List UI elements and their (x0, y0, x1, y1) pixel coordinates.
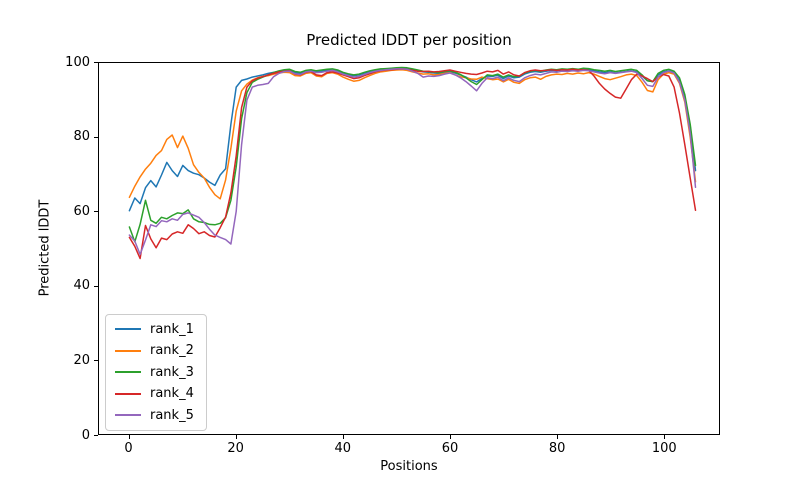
y-tick-label: 20 (73, 352, 90, 368)
legend-entry-rank_1: rank_1 (115, 319, 194, 341)
legend-line-swatch (115, 414, 141, 417)
x-tick-mark (557, 435, 559, 439)
x-tick-mark (235, 435, 237, 439)
x-tick-label: 40 (334, 441, 352, 456)
line-rank_5 (128, 68, 697, 256)
y-tick-label: 0 (81, 427, 90, 443)
legend-label: rank_1 (150, 321, 194, 337)
x-tick-mark (450, 435, 451, 439)
legend-line-swatch (115, 328, 141, 331)
y-tick-mark (94, 211, 98, 213)
legend-label: rank_4 (150, 386, 194, 402)
legend-entry-rank_4: rank_4 (115, 383, 194, 405)
legend-entry-rank_3: rank_3 (115, 362, 194, 384)
x-tick-label: 20 (227, 441, 244, 456)
legend-line-swatch (115, 371, 141, 374)
y-tick-label: 100 (65, 54, 90, 70)
legend: rank_1 rank_2 rank_3 rank_4 rank_5 (105, 313, 207, 431)
legend-entry-rank_2: rank_2 (115, 340, 194, 362)
line-chart (128, 66, 697, 260)
y-tick-label: 80 (73, 129, 90, 145)
x-axis-label: Positions (380, 459, 438, 474)
line-rank_4 (128, 68, 697, 260)
chart-title: Predicted lDDT per position (306, 31, 512, 49)
y-tick-mark (94, 62, 98, 63)
legend-label: rank_5 (150, 407, 194, 423)
x-tick-mark (342, 435, 344, 439)
y-tick-mark (94, 435, 98, 436)
x-tick-label: 80 (548, 441, 566, 456)
line-rank_2 (128, 68, 697, 200)
x-tick-mark (128, 435, 130, 439)
legend-line-swatch (115, 392, 141, 395)
y-tick-label: 60 (73, 203, 90, 219)
y-tick-label: 40 (73, 278, 90, 294)
x-tick-label: 60 (441, 441, 459, 456)
legend-label: rank_2 (150, 343, 194, 359)
y-tick-mark (94, 285, 98, 287)
y-tick-mark (94, 136, 98, 138)
plot-area: rank_1 rank_2 rank_3 rank_4 rank_5 (98, 62, 720, 435)
legend-line-swatch (115, 349, 141, 352)
y-tick-mark (94, 360, 98, 362)
legend-label: rank_3 (150, 364, 194, 380)
legend-entry-rank_5: rank_5 (115, 405, 194, 427)
x-tick-mark (664, 435, 666, 439)
x-tick-label: 0 (124, 441, 133, 456)
line-rank_1 (128, 67, 697, 212)
x-tick-label: 100 (651, 441, 677, 456)
